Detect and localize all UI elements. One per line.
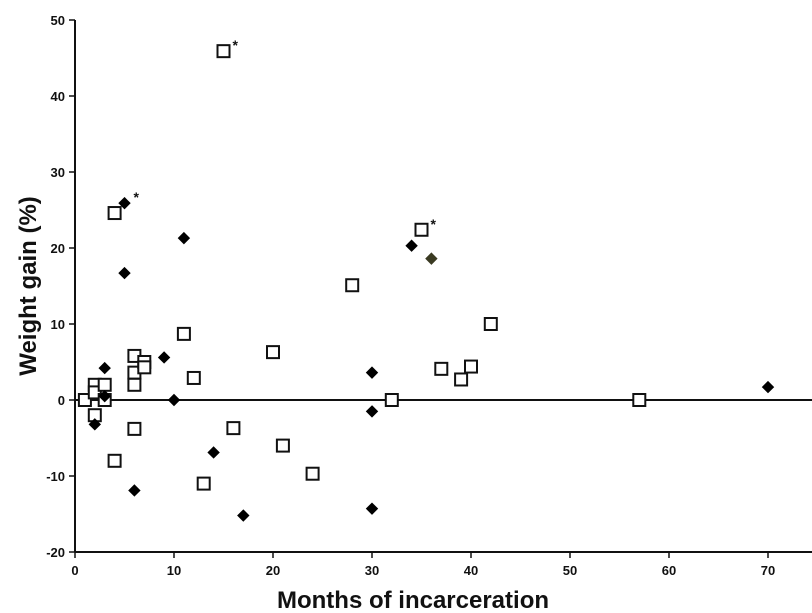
open-square-point <box>226 421 241 436</box>
open-square-point <box>384 393 399 407</box>
ticks: -20 -10 0 10 20 30 40 50 0 10 20 30 40 50 60 70 <box>46 13 775 578</box>
diamond-point <box>88 418 102 431</box>
open-square-point <box>434 361 449 376</box>
open-square-point <box>176 326 191 341</box>
x-tick-label: 0 <box>71 563 78 578</box>
x-axis-title: Months of incarceration <box>277 587 549 613</box>
diamond-point <box>118 266 131 280</box>
star-annotations: * * * <box>134 37 437 232</box>
diamond-point <box>177 231 191 245</box>
open-square-point <box>305 466 320 481</box>
diamond-point <box>365 502 379 515</box>
x-tick-label: 10 <box>167 563 181 578</box>
y-axis-title: Weight gain (%) <box>15 196 42 376</box>
open-square-point <box>107 206 122 221</box>
x-tick-label: 40 <box>464 563 478 578</box>
y-tick-label: -10 <box>46 469 65 484</box>
diamond-point <box>237 509 250 522</box>
diamond-point <box>365 366 379 379</box>
y-tick-label: -20 <box>46 545 65 560</box>
open-square-point <box>216 44 231 59</box>
y-tick-label: 30 <box>51 165 65 180</box>
open-square-point <box>186 370 201 385</box>
star-annotation: * <box>134 189 140 205</box>
open-square-point <box>196 476 211 491</box>
x-tick-label: 30 <box>365 563 379 578</box>
open-square-point <box>345 278 360 293</box>
x-tick-label: 20 <box>266 563 280 578</box>
open-square-point <box>137 360 152 375</box>
open-square-point <box>127 377 142 392</box>
x-tick-label: 50 <box>563 563 577 578</box>
diamond-point <box>98 361 111 375</box>
y-tick-label: 10 <box>51 317 65 332</box>
diamond-point <box>761 380 775 394</box>
diamond-point <box>425 252 438 265</box>
open-square-point <box>275 438 290 453</box>
open-square-point <box>414 222 429 237</box>
diamond-point <box>207 446 220 459</box>
star-annotation: * <box>233 37 239 53</box>
open-square-point <box>97 377 112 392</box>
x-tick-label: 60 <box>662 563 676 578</box>
diamond-point <box>98 389 111 403</box>
open-square-point <box>454 372 469 387</box>
y-tick-label: 40 <box>51 89 65 104</box>
y-tick-label: 20 <box>51 241 65 256</box>
diamond-point <box>157 351 171 364</box>
diamond-point <box>365 405 379 418</box>
y-tick-label: 0 <box>58 393 65 408</box>
diamond-point <box>405 239 418 252</box>
diamond-point <box>118 196 131 210</box>
open-square-point <box>632 393 647 407</box>
x-tick-label: 70 <box>761 563 775 578</box>
diamond-point <box>128 484 141 497</box>
y-tick-label: 50 <box>51 13 65 28</box>
open-square-point <box>266 345 280 360</box>
open-square-point <box>107 453 122 468</box>
open-square-point <box>127 421 142 436</box>
diamond-point <box>167 393 181 407</box>
star-annotation: * <box>431 216 437 232</box>
open-square-point <box>464 359 478 374</box>
data-points <box>77 44 775 522</box>
axes <box>74 20 812 553</box>
open-square-point <box>483 317 498 331</box>
